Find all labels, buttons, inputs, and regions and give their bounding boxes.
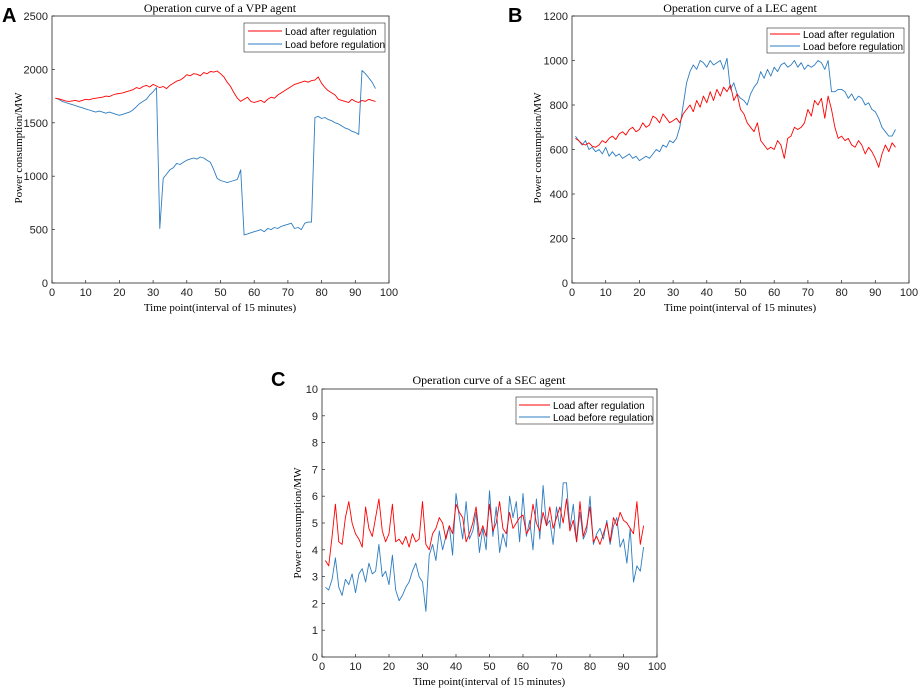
- panel-c-y-tick-label: 3: [312, 572, 318, 584]
- panel-a-title: Operation curve of a VPP agent: [144, 1, 297, 15]
- panel-b-y-tick-label: 1000: [544, 56, 568, 68]
- panel-c-y-tick-label: 6: [312, 491, 318, 503]
- panel-a-y-tick-label: 1000: [24, 171, 48, 183]
- panel-c-x-tick-label: 20: [383, 661, 395, 673]
- panel-b-legend-box: [766, 27, 905, 54]
- panel-b-x-tick-label: 60: [768, 287, 780, 299]
- panel-a-x-tick-label: 40: [181, 287, 193, 299]
- panel-a-legend: Load after regulation Load before regula…: [243, 22, 386, 53]
- panel-a-x-tick-label: 30: [147, 287, 159, 299]
- panel-c-y-tick-label: 1: [312, 625, 318, 637]
- panel-c-y-tick-label: 0: [312, 652, 318, 664]
- panel-a-plot-area: 0 10 20 30 40 50 60 70 80 90 100050010001500200025…: [24, 11, 399, 299]
- panel-b-x-tick-label: 70: [802, 287, 814, 299]
- panel-b-x-tick-label: 20: [633, 287, 645, 299]
- panel-c-x-tick-label: 100: [648, 661, 666, 673]
- panel-a-x-tick-label: 100: [380, 287, 398, 299]
- panel-a-x-tick-label: 80: [315, 287, 327, 299]
- panel-c-x-tick-label: 80: [584, 661, 596, 673]
- panel-b-plot-area: 0 10 20 30 40 50 60 70 80 90 100020040060080010001…: [544, 11, 919, 299]
- panel-c-legend: Load after regulation Load before regula…: [515, 396, 654, 425]
- panel-b-y-tick-label: 200: [550, 234, 568, 246]
- panel-a-axes-box: [51, 15, 390, 284]
- panel-b-x-tick-label: 90: [869, 287, 881, 299]
- panel-c-y-tick-label: 5: [312, 518, 318, 530]
- panel-a-legend-box: [243, 22, 386, 53]
- panel-b-legend-label-before: Load before regulation: [803, 42, 903, 53]
- panel-b-x-tick-label: 0: [569, 287, 575, 299]
- panel-a-y-tick-label: 500: [30, 225, 48, 237]
- panel-c-x-tick-label: 60: [517, 661, 529, 673]
- panel-b-ylabel: Power consumption/MW: [532, 92, 544, 204]
- panel-c-x-tick-label: 0: [319, 661, 325, 673]
- panel-c-y-tick-label: 4: [312, 545, 318, 557]
- panel-b-xlabel: Time point(interval of 15 minutes): [664, 302, 817, 314]
- panel-a-x-tick-label: 60: [248, 287, 260, 299]
- panel-c-y-tick-label: 2: [312, 598, 318, 610]
- panel-a-x-tick-label: 10: [80, 287, 92, 299]
- panel-b-series-before-regulation: [575, 57, 896, 162]
- panel-b-title: Operation curve of a LEC agent: [663, 1, 817, 15]
- panel-b-series-after-regulation: [575, 84, 896, 168]
- panel-c-ylabel: Power consumption/MW: [292, 467, 304, 579]
- panel-a-x-tick-label: 70: [282, 287, 294, 299]
- panel-b-y-tick-label: 0: [562, 278, 568, 290]
- panel-a-x-tick-label: 90: [349, 287, 361, 299]
- panel-b-legend: Load after regulation Load before regula…: [766, 27, 905, 54]
- panel-c-x-tick-label: 30: [416, 661, 428, 673]
- panel-c-y-tick-label: 9: [312, 411, 318, 423]
- panel-c-title: Operation curve of a SEC agent: [413, 373, 567, 387]
- panel-c-x-tick-label: 50: [483, 661, 495, 673]
- panel-a-series-after-regulation: [55, 70, 376, 103]
- panel-a-legend-label-before: Load before regulation: [285, 40, 385, 51]
- panel-b-x-tick-label: 100: [900, 287, 918, 299]
- panel-c-y-tick-label: 8: [312, 438, 318, 450]
- panel-a-letter: A: [2, 5, 16, 27]
- panel-c-y-tick-label: 10: [306, 384, 318, 396]
- panel-c-series-before-regulation: [325, 482, 645, 612]
- panel-b-y-tick-label: 400: [550, 189, 568, 201]
- panel-a-y-tick-label: 0: [42, 278, 48, 290]
- panel-a-x-tick-label: 50: [214, 287, 226, 299]
- panel-c-legend-label-after: Load after regulation: [553, 401, 645, 412]
- panel-c-xlabel: Time point(interval of 15 minutes): [413, 676, 566, 688]
- panel-a-x-tick-label: 0: [49, 287, 55, 299]
- panel-c-plot-area: 0 10 20 30 40 50 60 70 80 90 100 0 1 2 3 4 5 6 7 8 9 10: [306, 384, 666, 673]
- panel-c: C Operation curve of a SEC agent Time po…: [271, 369, 666, 688]
- panel-b-y-tick-label: 600: [550, 145, 568, 157]
- panel-b-x-tick-label: 50: [734, 287, 746, 299]
- panel-b-y-tick-label: 1200: [544, 11, 568, 23]
- panel-b-x-tick-label: 40: [701, 287, 713, 299]
- panel-b-x-tick-label: 30: [667, 287, 679, 299]
- panel-a-legend-label-after: Load after regulation: [285, 27, 377, 38]
- panel-b-legend-label-after: Load after regulation: [803, 30, 895, 41]
- panel-a-x-tick-label: 20: [113, 287, 125, 299]
- panel-c-x-tick-label: 40: [450, 661, 462, 673]
- panel-c-series-after-regulation: [325, 498, 645, 567]
- panel-a-series-before-regulation: [55, 70, 376, 236]
- panel-c-x-tick-label: 70: [550, 661, 562, 673]
- panel-a-xlabel: Time point(interval of 15 minutes): [144, 302, 297, 314]
- panel-a: A Operation curve of a VPP agent Time po…: [2, 1, 398, 314]
- panel-c-x-tick-label: 10: [349, 661, 361, 673]
- panel-a-y-tick-label: 1500: [24, 118, 48, 130]
- panel-b-letter: B: [508, 5, 522, 27]
- panel-c-x-tick-label: 90: [617, 661, 629, 673]
- panel-c-legend-box: [515, 396, 654, 425]
- panel-b-x-tick-label: 80: [835, 287, 847, 299]
- panel-c-axes-box: [321, 388, 658, 658]
- panel-b: B Operation curve of a LEC agent Time po…: [508, 1, 918, 314]
- panel-b-x-tick-label: 10: [600, 287, 612, 299]
- panel-a-ylabel: Power consumption/MW: [13, 92, 25, 204]
- panel-a-y-tick-label: 2000: [24, 64, 48, 76]
- panel-c-letter: C: [271, 369, 285, 391]
- panel-b-y-tick-label: 800: [550, 100, 568, 112]
- panel-c-y-tick-label: 7: [312, 464, 318, 476]
- panel-c-legend-label-before: Load before regulation: [553, 413, 653, 424]
- panel-b-axes-box: [571, 15, 910, 284]
- panel-a-y-tick-label: 2500: [24, 11, 48, 23]
